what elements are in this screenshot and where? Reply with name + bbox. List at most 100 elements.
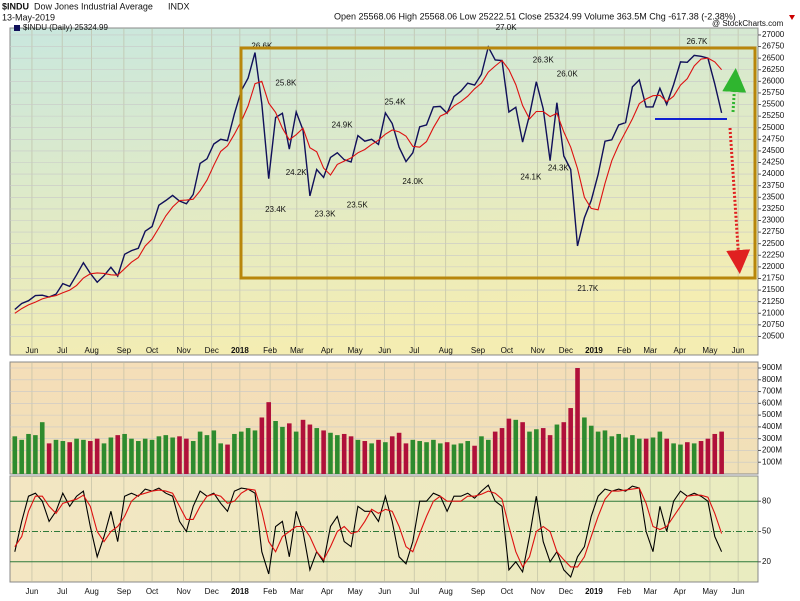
x-tick-label: 2019 bbox=[585, 587, 603, 596]
volume-bar bbox=[122, 433, 127, 474]
x-tick-label: Feb bbox=[617, 346, 631, 355]
volume-bar bbox=[458, 443, 464, 474]
y-tick-label: 24750 bbox=[762, 134, 785, 143]
y-tick-label: 21000 bbox=[762, 308, 785, 317]
x-tick-label: Jun bbox=[26, 587, 39, 596]
y-tick-label: 50 bbox=[762, 527, 771, 536]
y-tick-label: 300M bbox=[762, 434, 782, 443]
volume-bar bbox=[26, 433, 31, 474]
peak-label: 24.9K bbox=[332, 120, 354, 129]
source: @ StockCharts.com bbox=[712, 19, 784, 28]
exchange: INDX bbox=[168, 1, 190, 11]
volume-bar bbox=[67, 442, 73, 474]
volume-bar bbox=[664, 438, 670, 474]
volume-bar bbox=[636, 438, 642, 474]
volume-bar bbox=[712, 433, 718, 474]
x-tick-label: Jul bbox=[57, 346, 67, 355]
x-tick-label: Aug bbox=[85, 346, 99, 355]
volume-bar bbox=[266, 402, 272, 474]
volume-bar bbox=[293, 431, 299, 474]
x-tick-label: Dec bbox=[205, 346, 219, 355]
volume-bar bbox=[403, 443, 409, 474]
x-tick-label: Sep bbox=[117, 587, 132, 596]
volume-bar bbox=[719, 431, 724, 474]
x-tick-label: May bbox=[348, 587, 363, 596]
y-tick-label: 80 bbox=[762, 496, 771, 505]
volume-bar bbox=[630, 435, 635, 474]
x-tick-label: May bbox=[348, 346, 363, 355]
peak-label: 25.8K bbox=[275, 79, 297, 88]
y-tick-label: 900M bbox=[762, 363, 782, 372]
volume-bar bbox=[156, 436, 162, 474]
y-tick-label: 23000 bbox=[762, 216, 785, 225]
volume-bar bbox=[12, 436, 18, 474]
y-tick-label: 24500 bbox=[762, 146, 785, 155]
volume-bar bbox=[534, 429, 539, 474]
volume-bar bbox=[451, 444, 457, 474]
x-tick-label: Apr bbox=[674, 346, 687, 355]
x-tick-label: Jun bbox=[26, 346, 39, 355]
volume-bar bbox=[691, 443, 697, 474]
x-tick-label: Mar bbox=[290, 346, 304, 355]
volume-bar bbox=[252, 430, 258, 474]
volume-bar bbox=[348, 436, 354, 474]
volume-bar bbox=[94, 438, 100, 474]
x-tick-label: Dec bbox=[205, 587, 219, 596]
legend-label: $INDU (Daily) 25324.99 bbox=[23, 23, 108, 32]
volume-bar bbox=[554, 424, 560, 474]
volume-bar bbox=[108, 437, 114, 474]
y-tick-label: 27000 bbox=[762, 30, 785, 39]
price-panel bbox=[9, 27, 759, 356]
x-tick-label: 2018 bbox=[231, 587, 249, 596]
x-tick-label: Apr bbox=[321, 587, 334, 596]
volume-bar bbox=[396, 432, 402, 474]
x-tick-label: Feb bbox=[617, 587, 631, 596]
date: 13-May-2019 bbox=[2, 12, 55, 22]
x-tick-label: Jul bbox=[409, 587, 419, 596]
y-tick-label: 22750 bbox=[762, 227, 785, 236]
volume-bar bbox=[657, 431, 663, 474]
volume-bar bbox=[671, 443, 676, 474]
volume-bar bbox=[643, 438, 649, 474]
x-tick-label: Mar bbox=[643, 346, 657, 355]
volume-bar bbox=[595, 431, 601, 474]
volume-bar bbox=[211, 430, 217, 474]
y-tick-label: 26500 bbox=[762, 53, 785, 62]
y-tick-label: 21500 bbox=[762, 285, 785, 294]
volume-bar bbox=[335, 435, 340, 474]
y-tick-label: 100M bbox=[762, 457, 782, 466]
volume-bar bbox=[499, 428, 505, 474]
y-tick-label: 23250 bbox=[762, 204, 785, 213]
volume-bar bbox=[588, 425, 594, 474]
peak-label: 23.5K bbox=[347, 200, 369, 209]
stochastic-panel bbox=[9, 475, 759, 583]
volume-bar bbox=[355, 439, 361, 474]
x-tick-label: Jul bbox=[57, 587, 67, 596]
volume-bar bbox=[328, 432, 333, 474]
x-tick-label: Sep bbox=[471, 587, 486, 596]
volume-bar bbox=[685, 442, 690, 474]
series-line bbox=[14, 484, 723, 579]
x-tick-label: Apr bbox=[321, 346, 334, 355]
volume-bar bbox=[307, 424, 313, 474]
volume-bar bbox=[170, 437, 175, 474]
x-tick-label: Oct bbox=[146, 346, 159, 355]
x-tick-label: Dec bbox=[559, 346, 573, 355]
y-tick-label: 500M bbox=[762, 410, 782, 419]
peak-label: 25.4K bbox=[385, 97, 407, 106]
volume-bar bbox=[472, 445, 477, 474]
y-tick-label: 24250 bbox=[762, 158, 785, 167]
range-box bbox=[239, 46, 757, 280]
y-tick-label: 700M bbox=[762, 387, 782, 396]
y-tick-label: 200M bbox=[762, 446, 782, 455]
volume-bar bbox=[376, 439, 381, 474]
peak-label: 26.3K bbox=[533, 56, 555, 65]
volume-bar bbox=[568, 408, 573, 474]
peak-label: 27.0K bbox=[496, 23, 518, 32]
volume-bar bbox=[678, 444, 683, 474]
volume-bar bbox=[87, 441, 93, 474]
peak-label: 26.6K bbox=[251, 42, 273, 51]
volume-bar bbox=[136, 441, 141, 474]
